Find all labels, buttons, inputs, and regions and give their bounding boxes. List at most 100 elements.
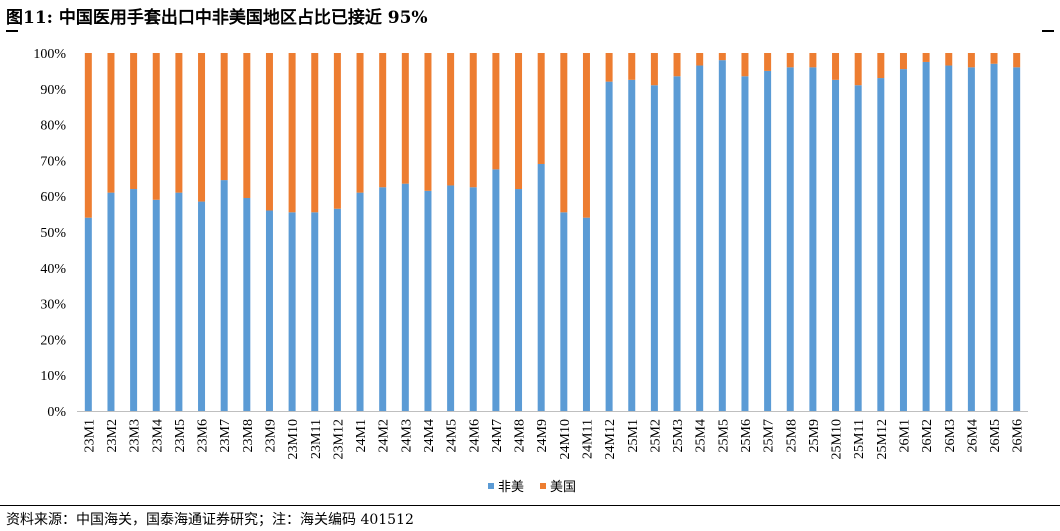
bar-us (152, 53, 160, 200)
x-tick-label: 25M11 (852, 419, 867, 459)
bar-non-us (333, 208, 341, 411)
bar-us (786, 53, 794, 68)
bar-non-us (175, 192, 183, 411)
x-tick-label: 24M8 (513, 419, 528, 452)
y-tick-label: 40% (40, 262, 66, 277)
x-tick-label: 23M6 (196, 419, 211, 452)
x-tick-label: 23M7 (218, 419, 233, 452)
x-tick-label: 25M9 (807, 419, 822, 452)
bar-us (945, 53, 953, 66)
bar-us (447, 53, 455, 186)
x-tick-label: 25M7 (762, 419, 777, 452)
bar-non-us (265, 210, 273, 411)
bar-non-us (764, 70, 772, 412)
bar-non-us (537, 163, 545, 411)
bar-us (582, 53, 590, 218)
bar-us (356, 53, 364, 193)
bar-us (809, 53, 817, 68)
bar-us (537, 53, 545, 164)
y-tick-label: 50% (40, 226, 66, 241)
bar-non-us (718, 60, 726, 411)
x-tick-label: 24M9 (535, 419, 550, 452)
bar-us (198, 53, 206, 202)
stacked-bar-chart: 0% 10% 20% 30% 40% 50% 60% 70% 80% 90% 100% 23M1 23M… (33, 47, 1028, 495)
x-tick-label: 24M3 (399, 419, 414, 452)
bar-non-us (379, 187, 387, 411)
bar-us (379, 53, 387, 188)
y-tick-label: 10% (40, 369, 66, 384)
x-tick-label: 24M1 (354, 419, 369, 452)
x-tick-label: 26M4 (965, 419, 980, 452)
bar-non-us (673, 76, 681, 411)
bar-us (220, 53, 228, 181)
title-rule-left-tick (6, 30, 18, 32)
bar-us (175, 53, 183, 193)
bar-us (673, 53, 681, 77)
x-tick-label: 23M11 (309, 419, 324, 459)
bar-non-us (650, 85, 658, 411)
bar-us (696, 53, 704, 66)
bar-us (84, 53, 92, 218)
x-tick-label: 24M12 (603, 419, 618, 459)
bar-us (560, 53, 568, 213)
legend-label: 美国 (550, 480, 576, 495)
bar-us (107, 53, 115, 193)
x-tick-label: 23M5 (173, 419, 188, 452)
y-tick-label: 70% (40, 154, 66, 169)
bar-non-us (741, 76, 749, 411)
x-tick-label: 23M12 (331, 419, 346, 459)
bar-us (401, 53, 409, 184)
bar-non-us (854, 85, 862, 411)
bar-non-us (582, 217, 590, 411)
footer-rule (0, 505, 1060, 506)
bar-non-us (786, 67, 794, 411)
bar-us (311, 53, 319, 213)
legend-swatch-us (540, 483, 546, 489)
bar-non-us (84, 217, 92, 411)
bar-non-us (311, 212, 319, 411)
bar-us (130, 53, 138, 190)
x-tick-label: 23M8 (241, 419, 256, 452)
x-tick-label: 25M4 (694, 419, 709, 452)
x-tick-label: 26M2 (920, 419, 935, 452)
y-tick-label: 30% (40, 298, 66, 313)
bar-us (243, 53, 251, 198)
x-tick-label: 23M2 (105, 419, 120, 452)
bar-non-us (107, 192, 115, 411)
x-tick-label: 24M4 (422, 419, 437, 452)
bar-non-us (945, 65, 953, 411)
x-tick-label: 25M3 (671, 419, 686, 452)
bar-us (515, 53, 523, 190)
x-tick-label: 23M9 (263, 419, 278, 452)
x-tick-label: 26M3 (943, 419, 958, 452)
bar-us (877, 53, 885, 79)
bar-non-us (424, 190, 432, 411)
figure-title: 图11: 中国医用手套出口中非美国地区占比已接近 95% (6, 8, 428, 28)
bar-us (967, 53, 975, 68)
bar-us (605, 53, 613, 82)
x-tick-label: 24M7 (490, 419, 505, 452)
x-tick-label: 23M1 (82, 419, 97, 452)
bar-us (492, 53, 500, 170)
x-tick-label: 24M6 (467, 419, 482, 452)
bar-us (265, 53, 273, 211)
bar-non-us (469, 187, 477, 411)
x-tick-label: 24M2 (377, 419, 392, 452)
legend-label: 非美 (498, 480, 524, 495)
bar-non-us (515, 189, 523, 411)
bar-us (1013, 53, 1021, 68)
bar-non-us (447, 185, 455, 411)
bar-us (628, 53, 636, 80)
x-tick-label: 24M11 (580, 419, 595, 459)
bar-us (424, 53, 432, 191)
bar-us (854, 53, 862, 86)
x-tick-label: 25M8 (784, 419, 799, 452)
bar-non-us (967, 67, 975, 411)
y-tick-label: 80% (40, 119, 66, 134)
bar-non-us (809, 67, 817, 411)
bar-us (333, 53, 341, 209)
bar-non-us (922, 61, 930, 411)
bar-us (832, 53, 840, 80)
x-tick-label: 26M1 (897, 419, 912, 452)
bar-non-us (990, 63, 998, 412)
